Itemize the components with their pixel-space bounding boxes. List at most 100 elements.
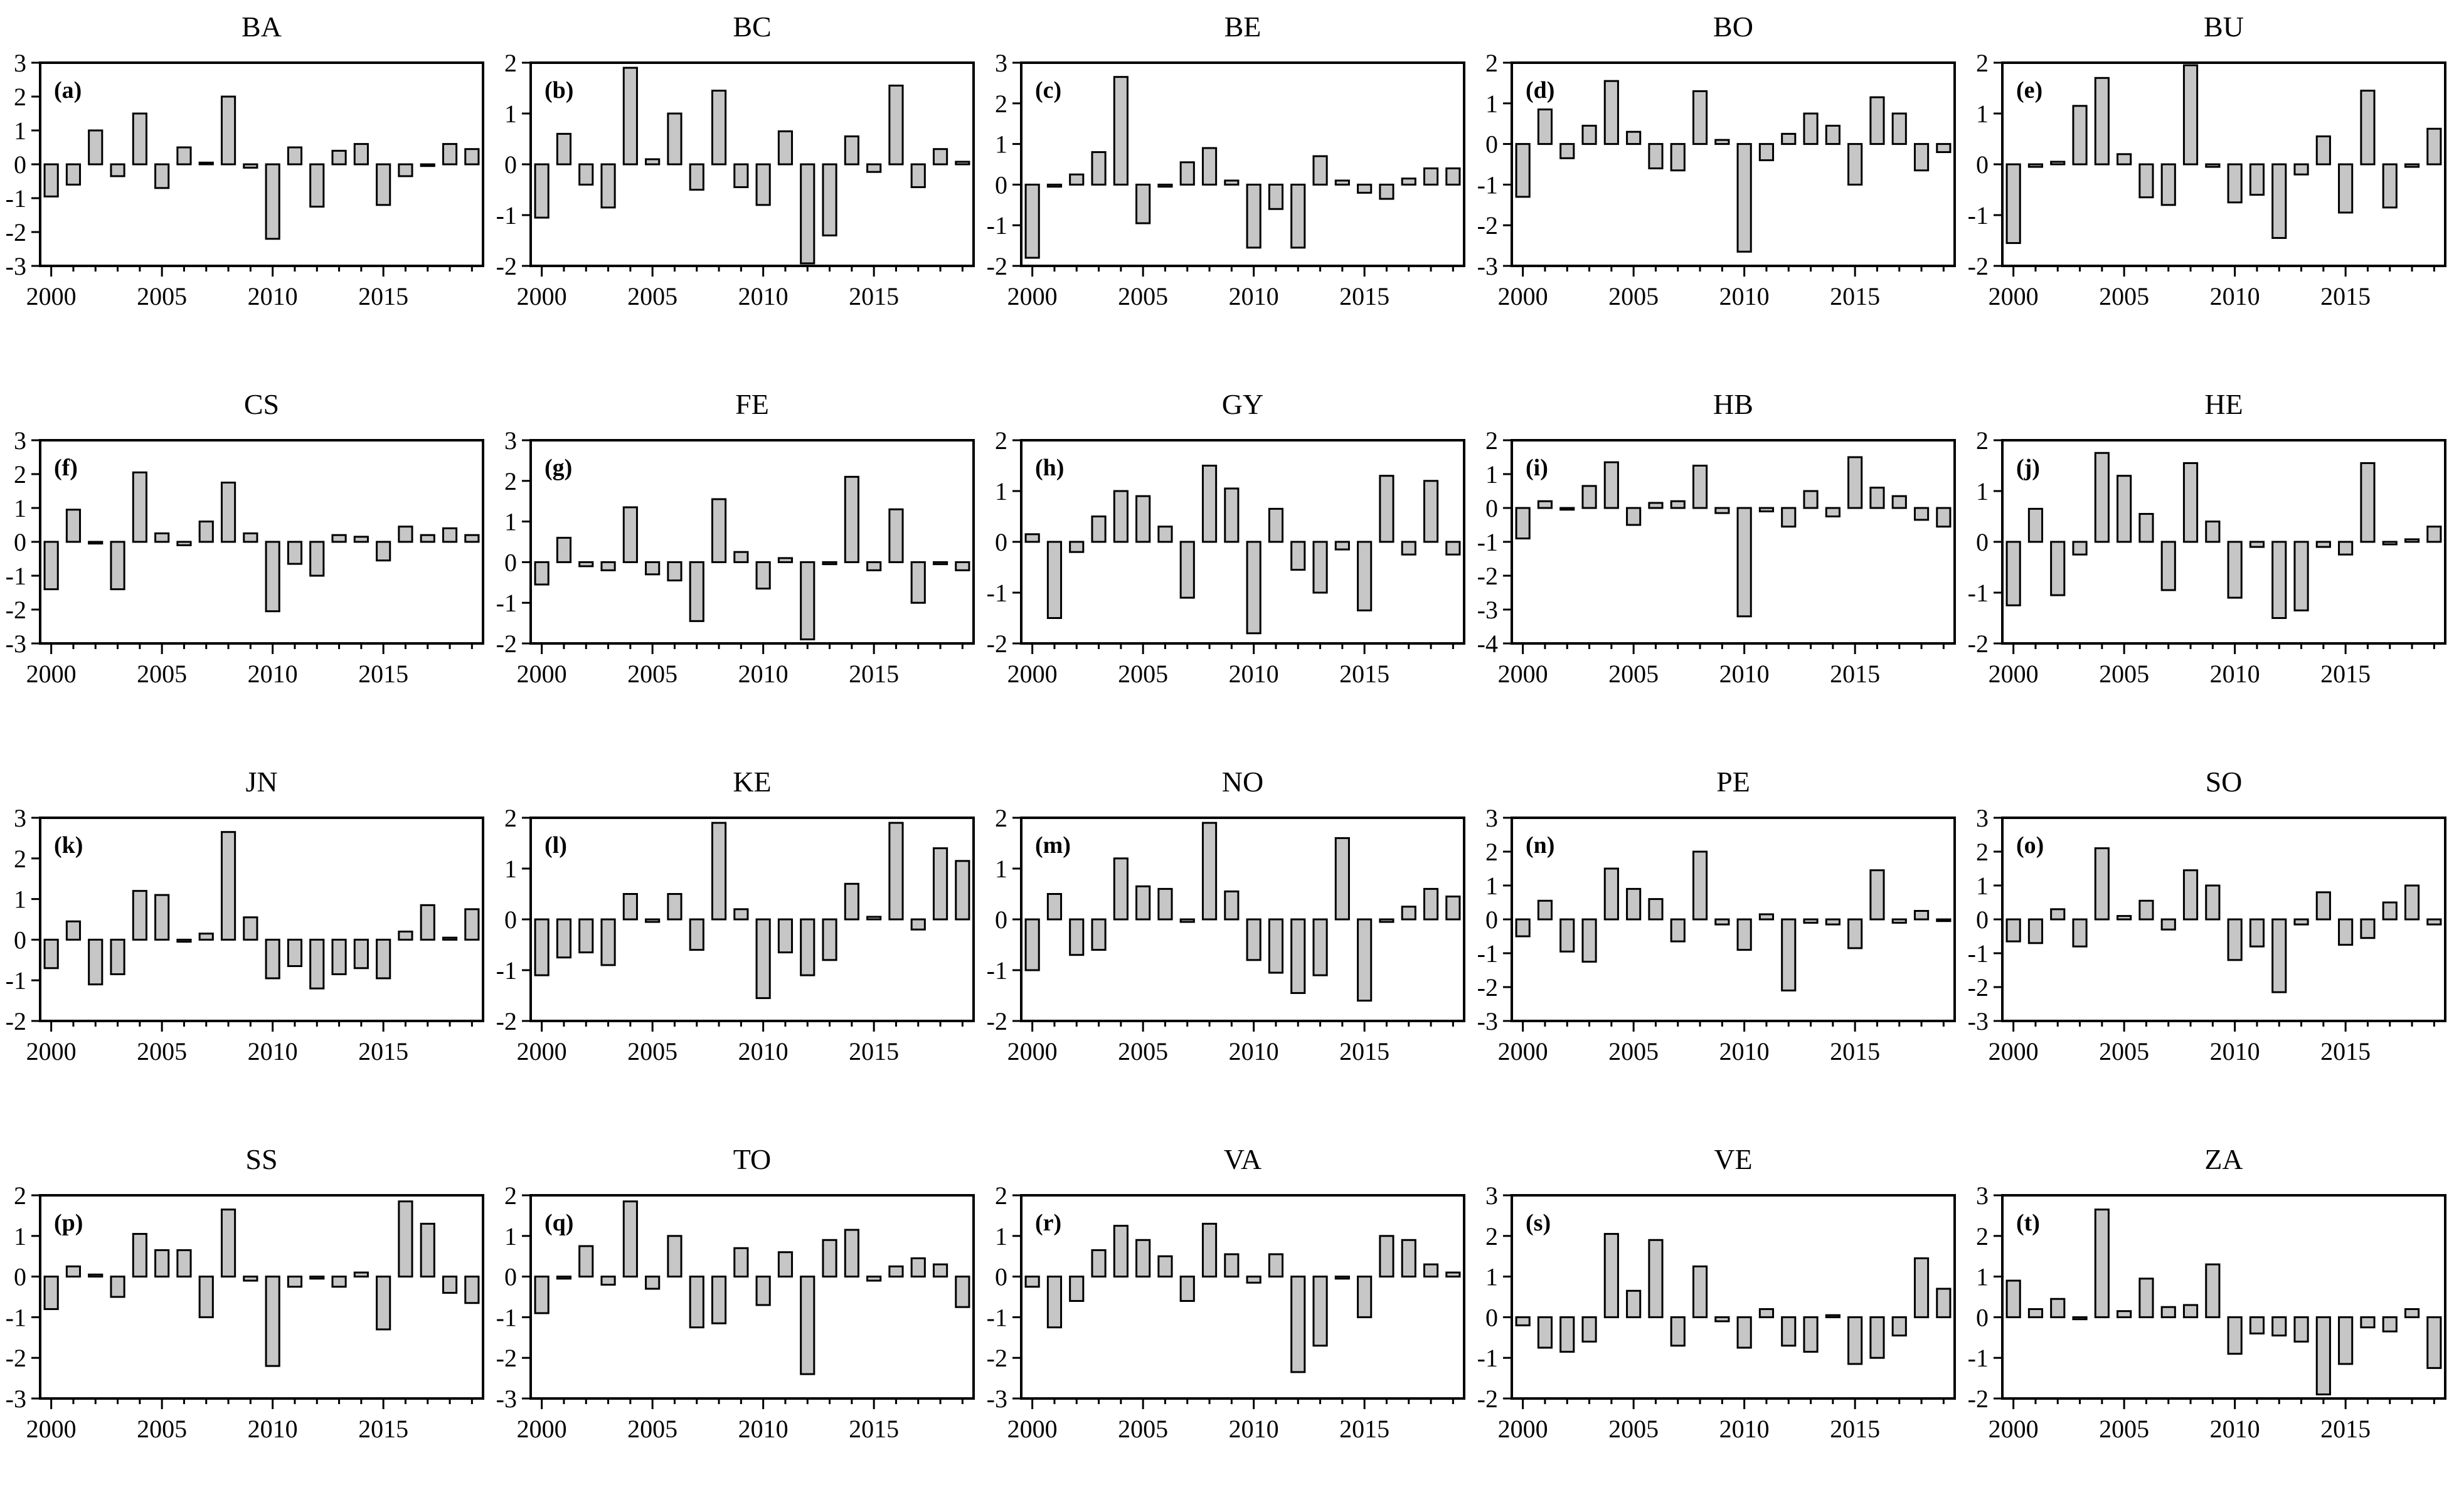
bar-ve-2013: [1803, 1316, 1819, 1353]
bar-za-2008: [2182, 1304, 2199, 1318]
bar-chart-bc: BC -2 -1 0 1 2 2000 2005 2010 2015 (b): [496, 11, 975, 310]
bar-va-2003: [1091, 1249, 1107, 1278]
x-tick-label: 2000: [1007, 1037, 1058, 1065]
bar-ke-2008: [711, 822, 727, 921]
x-tick-label: 2015: [1339, 1037, 1389, 1065]
x-tick-label: 2015: [1830, 1037, 1880, 1065]
bar-hb-2018: [1913, 507, 1930, 521]
bar-ss-2001: [65, 1265, 82, 1278]
bar-chart-pe: PE -3 -2 -1 0 1 2 3 2000 2005 2010 2015 (n): [1477, 766, 1956, 1065]
bar-no-2019: [1445, 896, 1461, 921]
panel-letter-label: (l): [544, 832, 567, 859]
bar-no-2016: [1379, 918, 1394, 923]
bar-bo-2010: [1736, 143, 1752, 253]
bar-hb-2011: [1758, 507, 1775, 512]
bar-chart-jn: JN -2 -1 0 1 2 3 2000 2005 2010 2015 (k): [6, 766, 484, 1065]
bar-bo-2014: [1825, 124, 1841, 145]
y-tick-label: -1: [1968, 201, 1989, 230]
bar-bc-2012: [800, 163, 815, 265]
y-tick-label: -3: [1968, 1007, 1989, 1035]
chart-panel-za: ZA -2 -1 0 1 2 3 2000 2005 2010 2015 (t): [1962, 1133, 2453, 1510]
y-tick-label: -2: [1968, 252, 1989, 280]
bar-ve-2019: [1936, 1287, 1952, 1318]
x-tick-label: 2005: [1118, 1415, 1168, 1443]
x-tick-label: 2010: [2210, 1037, 2260, 1065]
x-tick-label: 2000: [517, 660, 567, 688]
bar-bo-2000: [1515, 143, 1531, 198]
chart-panel-fe: FE -2 -1 0 1 2 3 2000 2005 2010 2015 (g): [491, 378, 981, 755]
bar-cs-2012: [309, 541, 325, 577]
chart-title: GY: [1222, 388, 1263, 420]
bar-bu-2017: [2382, 163, 2398, 209]
bar-cs-2008: [220, 482, 236, 543]
bar-bc-2016: [888, 84, 904, 166]
x-tick-label: 2010: [1719, 1037, 1770, 1065]
bar-no-2005: [1135, 885, 1151, 921]
bar-no-2007: [1179, 918, 1195, 923]
bar-bu-2016: [2360, 90, 2376, 166]
bar-cs-2011: [287, 541, 303, 565]
bar-ba-2007: [198, 161, 214, 166]
bar-fe-2005: [645, 561, 661, 576]
bar-ba-2016: [398, 163, 413, 177]
bar-to-2013: [822, 1239, 837, 1278]
y-tick-label: 2: [14, 1182, 26, 1210]
bar-jn-2010: [265, 938, 280, 980]
bar-fe-2000: [534, 561, 550, 586]
x-tick-label: 2010: [248, 282, 298, 310]
bar-be-2015: [1357, 183, 1373, 194]
bar-ke-2007: [689, 918, 704, 951]
bar-cs-2007: [198, 521, 214, 543]
panel-letter-label: (m): [1035, 832, 1071, 859]
panel-letter-label: (k): [54, 832, 83, 859]
bar-so-2018: [2404, 884, 2420, 921]
bar-pe-2013: [1803, 918, 1819, 924]
x-tick-label: 2005: [627, 1037, 677, 1065]
bar-no-2006: [1157, 887, 1173, 921]
y-tick-label: 2: [504, 1182, 517, 1210]
bar-fe-2019: [955, 561, 970, 571]
bar-he-2016: [2360, 462, 2376, 543]
bar-bu-2013: [2293, 163, 2309, 176]
x-tick-label: 2015: [2320, 660, 2371, 688]
x-tick-label: 2005: [137, 660, 187, 688]
bar-za-2019: [2426, 1316, 2442, 1369]
y-tick-label: -1: [1968, 579, 1989, 607]
y-tick-label: -3: [496, 1385, 517, 1413]
bar-ss-2003: [110, 1276, 125, 1298]
y-tick-label: -1: [987, 956, 1007, 985]
bar-pe-2018: [1913, 910, 1930, 921]
x-tick-label: 2000: [26, 660, 77, 688]
bar-no-2014: [1334, 837, 1350, 921]
y-tick-label: -1: [1968, 1344, 1989, 1372]
chart-panel-va: VA -3 -2 -1 0 1 2 2000 2005 2010 2015 (r): [981, 1133, 1472, 1510]
bar-ss-2009: [243, 1276, 258, 1282]
bar-chart-va: VA -3 -2 -1 0 1 2 2000 2005 2010 2015 (r): [987, 1143, 1465, 1443]
bar-gy-2002: [1069, 541, 1085, 553]
bar-za-2003: [2072, 1316, 2088, 1321]
y-tick-label: -3: [1477, 596, 1498, 624]
bar-za-2002: [2050, 1298, 2066, 1318]
x-tick-label: 2015: [358, 1037, 408, 1065]
y-tick-label: -2: [1968, 973, 1989, 1002]
bar-no-2008: [1201, 822, 1218, 921]
bar-ba-2003: [110, 163, 125, 177]
y-tick-label: 2: [504, 49, 517, 77]
y-tick-label: -2: [1968, 1385, 1989, 1413]
bar-chart-ba: BA -3 -2 -1 0 1 2 3 2000 2005 2010 2015 (a): [6, 11, 484, 310]
bar-he-2018: [2404, 538, 2420, 543]
bar-cs-2009: [243, 532, 258, 543]
bar-bc-2014: [844, 135, 859, 166]
bar-no-2015: [1357, 918, 1373, 1002]
bar-bc-2015: [866, 163, 882, 173]
y-tick-label: -3: [6, 252, 26, 280]
x-tick-label: 2005: [2099, 1037, 2149, 1065]
x-tick-label: 2000: [517, 1415, 567, 1443]
bar-bo-2013: [1803, 112, 1819, 145]
bar-jn-2015: [376, 938, 391, 980]
bar-he-2013: [2293, 541, 2309, 611]
x-tick-label: 2000: [26, 1415, 77, 1443]
bar-chart-he: HE -2 -1 0 1 2 2000 2005 2010 2015 (j): [1968, 388, 2446, 688]
plot-box: [2001, 61, 2446, 267]
y-tick-label: 1: [1485, 460, 1498, 489]
